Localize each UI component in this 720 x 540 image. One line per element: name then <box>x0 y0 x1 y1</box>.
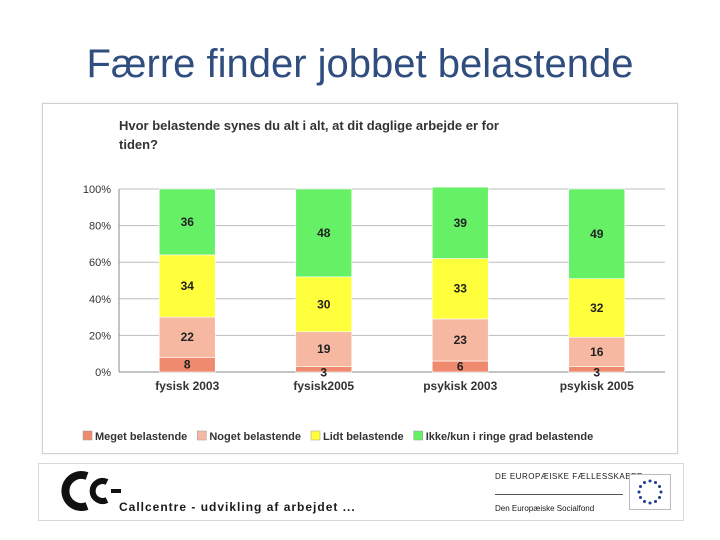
flag-star-icon <box>643 480 646 484</box>
flag-star-icon <box>659 490 663 494</box>
flag-star-icon <box>643 500 646 504</box>
flag-star-icon <box>648 479 652 483</box>
y-tick-label: 40% <box>89 294 111 306</box>
x-tick-label: fysisk 2003 <box>155 379 219 393</box>
chart-title-line2: tiden? <box>119 137 158 152</box>
flag-star-icon <box>637 490 641 494</box>
bar-segment <box>568 188 626 279</box>
data-label: 23 <box>454 333 468 347</box>
chart-title-line1: Hvor belastende synes du alt i alt, at d… <box>119 118 499 133</box>
flag-star-icon <box>638 485 642 488</box>
eu-flag-icon <box>629 474 671 510</box>
data-label: 33 <box>454 282 468 296</box>
chart-frame: Hvor belastende synes du alt i alt, at d… <box>42 103 678 454</box>
x-tick-label: psykisk 2005 <box>560 379 634 393</box>
data-label: 22 <box>181 330 195 344</box>
bar-segment <box>158 316 216 358</box>
data-label: 49 <box>590 227 604 241</box>
bar-segment <box>158 188 216 256</box>
data-label: 3 <box>593 365 600 379</box>
y-tick-label: 0% <box>95 367 111 379</box>
legend-swatch <box>82 430 93 441</box>
y-tick-label: 80% <box>89 221 111 233</box>
data-label: 39 <box>454 216 468 230</box>
data-label: 34 <box>181 279 195 293</box>
legend-label: Meget belastende <box>95 431 187 443</box>
bar-segment <box>431 318 489 362</box>
bar-segment <box>295 331 353 367</box>
data-label: 36 <box>181 215 195 229</box>
y-tick-label: 100% <box>83 184 111 196</box>
legend-swatch <box>310 430 321 441</box>
data-label: 8 <box>184 358 191 372</box>
data-label: 16 <box>590 345 604 359</box>
flag-star-icon <box>658 496 662 499</box>
flag-star-icon <box>654 500 657 504</box>
bar-segment <box>431 258 489 320</box>
y-tick-label: 20% <box>89 330 111 342</box>
cc-logo-icon <box>61 471 121 511</box>
flag-star-icon <box>648 501 652 505</box>
data-label: 19 <box>317 342 331 356</box>
eu-divider <box>495 494 623 495</box>
legend-swatch <box>197 430 207 441</box>
data-label: 32 <box>590 301 604 315</box>
footer-tagline: Callcentre - udvikling af arbejdet ... <box>119 500 356 514</box>
eu-communities-label: DE EUROPÆISKE FÆLLESSKABER <box>495 472 644 481</box>
bar-segment <box>568 278 626 338</box>
flag-star-icon <box>638 496 642 499</box>
eu-social-fund-label: Den Europæiske Socialfond <box>495 504 595 513</box>
x-tick-label: psykisk 2003 <box>423 379 497 393</box>
legend-swatch <box>413 430 423 441</box>
legend-label: Noget belastende <box>209 431 301 443</box>
data-label: 30 <box>317 297 331 311</box>
legend-label: Lidt belastende <box>323 431 404 443</box>
bar-segment <box>431 186 489 259</box>
bar-segment <box>295 276 353 333</box>
data-label: 3 <box>320 365 327 379</box>
bar-segment <box>158 254 216 318</box>
slide-title: Færre finder jobbet belastende <box>86 42 634 86</box>
footer-banner: Callcentre - udvikling af arbejdet ... D… <box>38 463 684 521</box>
flag-star-icon <box>658 485 662 488</box>
flag-star-icon <box>654 480 657 484</box>
y-tick-label: 60% <box>89 257 111 269</box>
bar-segment <box>568 336 626 367</box>
x-tick-label: fysisk2005 <box>293 379 354 393</box>
bar-segment <box>295 188 353 278</box>
legend-label: Ikke/kun i ringe grad belastende <box>426 431 594 443</box>
stacked-bar-chart: Hvor belastende synes du alt i alt, at d… <box>82 118 665 443</box>
data-label: 48 <box>317 226 331 240</box>
data-label: 6 <box>457 360 464 374</box>
